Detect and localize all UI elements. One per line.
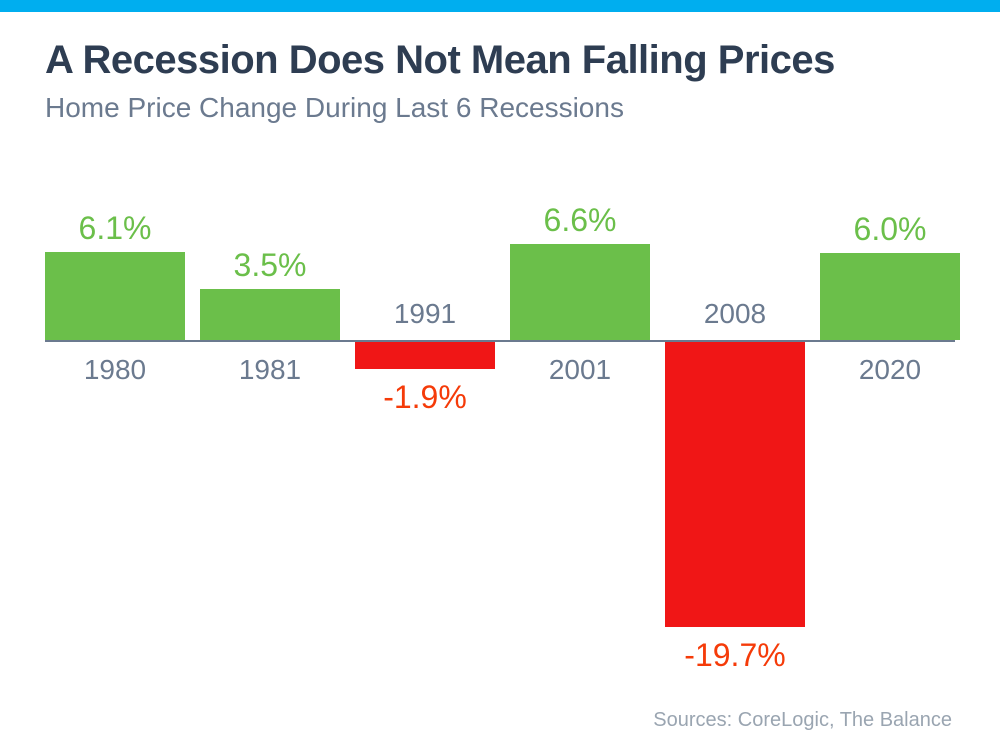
year-label: 1981	[200, 354, 340, 386]
value-label: -1.9%	[355, 379, 495, 416]
bar	[200, 289, 340, 340]
value-label: 6.1%	[45, 210, 185, 247]
bar	[45, 252, 185, 340]
baseline-axis	[45, 340, 955, 342]
chart-title: A Recession Does Not Mean Falling Prices	[45, 38, 835, 83]
value-label: 6.0%	[820, 211, 960, 248]
year-label: 2020	[820, 354, 960, 386]
value-label: -19.7%	[665, 637, 805, 674]
bar	[355, 342, 495, 370]
bar	[665, 342, 805, 628]
value-label: 6.6%	[510, 202, 650, 239]
year-label: 2008	[665, 298, 805, 330]
year-label: 2001	[510, 354, 650, 386]
chart-subtitle: Home Price Change During Last 6 Recessio…	[45, 92, 624, 124]
value-label: 3.5%	[200, 247, 340, 284]
year-label: 1991	[355, 298, 495, 330]
bar	[820, 253, 960, 340]
bar-chart: 6.1% 1980 3.5% 1981 -1.9% 1991 6.6% 2001 -19.7% 2…	[45, 165, 955, 685]
accent-top-bar	[0, 0, 1000, 12]
chart-sources: Sources: CoreLogic, The Balance	[653, 709, 952, 732]
year-label: 1980	[45, 354, 185, 386]
bar	[510, 244, 650, 340]
